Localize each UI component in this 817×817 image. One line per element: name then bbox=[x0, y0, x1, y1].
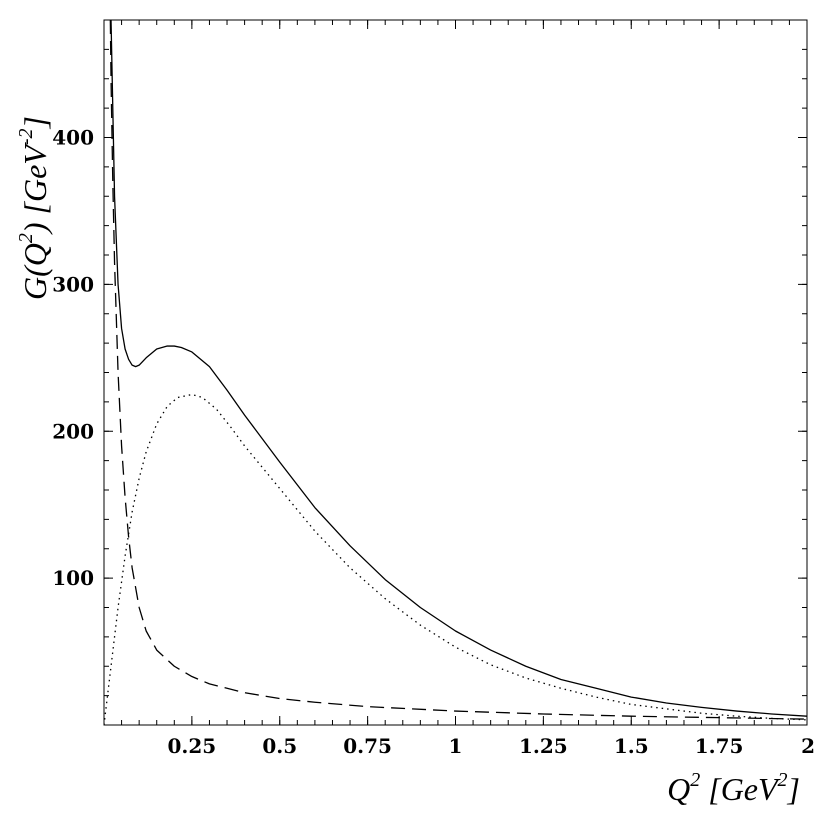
y-axis-title: G(Q2) [GeV-2] bbox=[15, 116, 53, 300]
minor-ticks bbox=[104, 20, 807, 725]
y-tick-labels: 100 200 300 400 bbox=[52, 126, 94, 591]
y-tick-label: 400 bbox=[52, 126, 94, 150]
plot-frame bbox=[103, 19, 808, 726]
y-tick-label: 300 bbox=[52, 272, 94, 296]
y-tick-label: 100 bbox=[52, 566, 94, 590]
series-line-dotted bbox=[104, 393, 807, 725]
x-tick-labels: 0.25 0.5 0.75 1 1.25 1.5 1.75 2 bbox=[168, 734, 815, 758]
x-tick-label: 1.25 bbox=[519, 734, 568, 758]
x-axis-title-main: Q bbox=[667, 771, 690, 807]
y-axis-title-mid: ) [GeV bbox=[17, 142, 53, 235]
y-tick-label: 200 bbox=[52, 419, 94, 443]
x-axis-title-sup: 2 bbox=[690, 769, 700, 791]
series-line-dashed bbox=[109, 20, 807, 720]
y-axis-title-close: ] bbox=[17, 116, 53, 129]
x-tick-label: 1 bbox=[449, 734, 463, 758]
y-axis-title-units-sup: -2 bbox=[15, 128, 37, 145]
x-axis-title-units: [GeV bbox=[700, 771, 781, 807]
x-axis-title: Q2 [GeV2] bbox=[667, 769, 800, 807]
x-tick-label: 2 bbox=[801, 734, 815, 758]
major-ticks bbox=[104, 20, 808, 725]
x-tick-label: 1.75 bbox=[695, 734, 744, 758]
x-tick-label: 0.75 bbox=[343, 734, 392, 758]
series-line-solid bbox=[110, 20, 807, 717]
x-axis-title-units-sup: 2 bbox=[778, 769, 788, 791]
y-axis-title-sup: 2 bbox=[15, 233, 37, 243]
series-group bbox=[104, 20, 807, 725]
x-axis-title-close: ] bbox=[787, 771, 800, 807]
x-tick-label: 1.5 bbox=[614, 734, 649, 758]
x-tick-label: 0.25 bbox=[168, 734, 217, 758]
x-tick-label: 0.5 bbox=[262, 734, 297, 758]
y-axis-title-main: G(Q bbox=[17, 243, 53, 300]
